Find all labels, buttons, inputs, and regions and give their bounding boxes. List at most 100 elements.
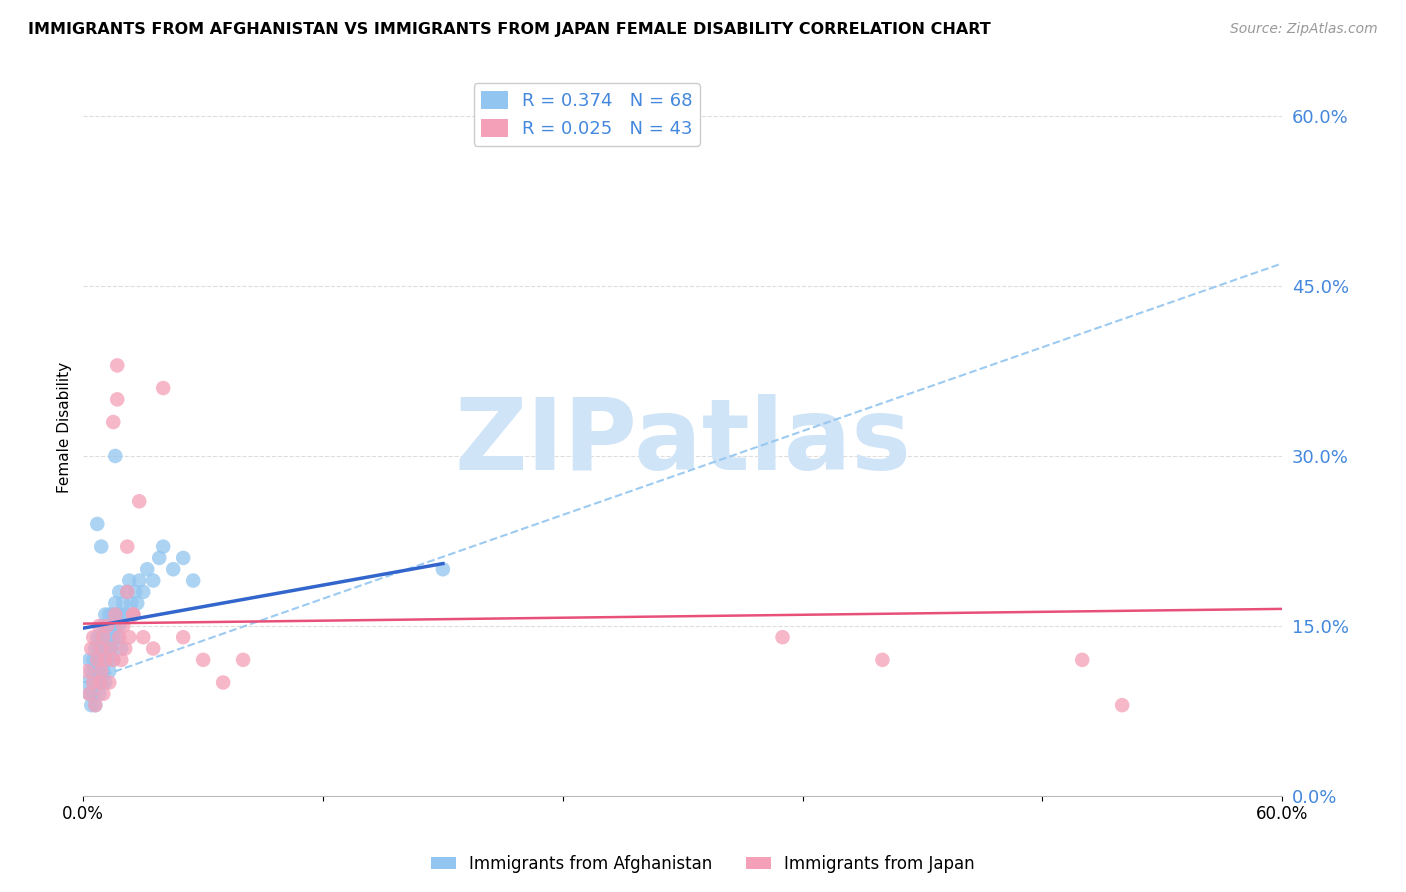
Point (96, 653, 118, 667)
Point (90, 641, 112, 656)
Point (90, 675, 112, 690)
Point (76, 664, 98, 678)
Point (1071, 653, 1094, 667)
Point (105, 359, 128, 373)
Point (212, 675, 235, 690)
Point (91, 630, 114, 644)
Point (94, 675, 117, 690)
Point (80, 641, 103, 656)
Point (89, 675, 111, 690)
Point (84, 698, 107, 713)
Point (89, 664, 111, 678)
Point (76, 675, 98, 690)
Point (89, 619, 111, 633)
Point (114, 641, 136, 656)
Point (100, 641, 122, 656)
Point (122, 607, 145, 622)
Point (84, 664, 107, 678)
Point (114, 607, 136, 622)
Point (82, 675, 104, 690)
Point (103, 630, 125, 644)
Point (82, 687, 104, 701)
Point (115, 540, 138, 554)
Point (79, 687, 101, 701)
Point (110, 607, 132, 622)
Point (105, 607, 128, 622)
Point (120, 596, 142, 610)
Point (103, 653, 125, 667)
Point (104, 619, 127, 633)
Point (152, 381, 174, 395)
Point (98, 675, 121, 690)
Point (1111, 698, 1133, 713)
Point (82, 630, 104, 644)
Point (152, 540, 174, 554)
Point (86, 516, 108, 531)
Point (127, 596, 149, 610)
Point (84, 641, 107, 656)
Point (103, 415, 125, 429)
Point (105, 392, 128, 407)
Point (232, 653, 254, 667)
Point (82, 675, 104, 690)
Point (128, 574, 150, 588)
Point (82, 653, 104, 667)
Point (181, 574, 204, 588)
Point (122, 607, 145, 622)
Point (86, 675, 108, 690)
Point (91, 619, 114, 633)
Point (191, 653, 214, 667)
Point (91, 653, 114, 667)
Y-axis label: Female Disability: Female Disability (58, 362, 72, 493)
Point (432, 562, 454, 576)
Point (98, 664, 121, 678)
Point (79, 653, 101, 667)
Point (89, 687, 111, 701)
Point (110, 641, 132, 656)
Point (94, 653, 117, 667)
Point (90, 653, 112, 667)
Point (91, 687, 114, 701)
Point (108, 585, 131, 599)
Point (94, 607, 117, 622)
Point (142, 641, 165, 656)
Point (105, 630, 128, 644)
Point (162, 562, 184, 576)
Text: Source: ZipAtlas.com: Source: ZipAtlas.com (1230, 22, 1378, 37)
Legend: R = 0.374   N = 68, R = 0.025   N = 43: R = 0.374 N = 68, R = 0.025 N = 43 (474, 83, 700, 145)
Point (100, 619, 122, 633)
Point (86, 630, 108, 644)
Point (172, 630, 194, 644)
Point (96, 630, 118, 644)
Point (96, 619, 118, 633)
Point (115, 585, 138, 599)
Point (108, 619, 131, 633)
Point (96, 619, 118, 633)
Point (91, 664, 114, 678)
Point (772, 630, 794, 644)
Point (172, 550, 194, 565)
Point (110, 653, 132, 667)
Point (91, 630, 114, 644)
Point (118, 574, 141, 588)
Point (128, 494, 150, 508)
Point (115, 585, 138, 599)
Point (112, 596, 135, 610)
Point (90, 641, 112, 656)
Point (112, 619, 135, 633)
Point (872, 653, 894, 667)
Point (90, 664, 112, 678)
Point (103, 607, 125, 622)
Point (90, 540, 112, 554)
Point (104, 449, 127, 463)
Point (100, 641, 122, 656)
Point (86, 653, 108, 667)
Point (84, 698, 107, 713)
Point (132, 630, 155, 644)
Point (79, 687, 101, 701)
Point (104, 607, 127, 622)
Text: IMMIGRANTS FROM AFGHANISTAN VS IMMIGRANTS FROM JAPAN FEMALE DISABILITY CORRELATI: IMMIGRANTS FROM AFGHANISTAN VS IMMIGRANT… (28, 22, 991, 37)
Point (124, 585, 146, 599)
Point (122, 607, 145, 622)
Point (103, 653, 125, 667)
